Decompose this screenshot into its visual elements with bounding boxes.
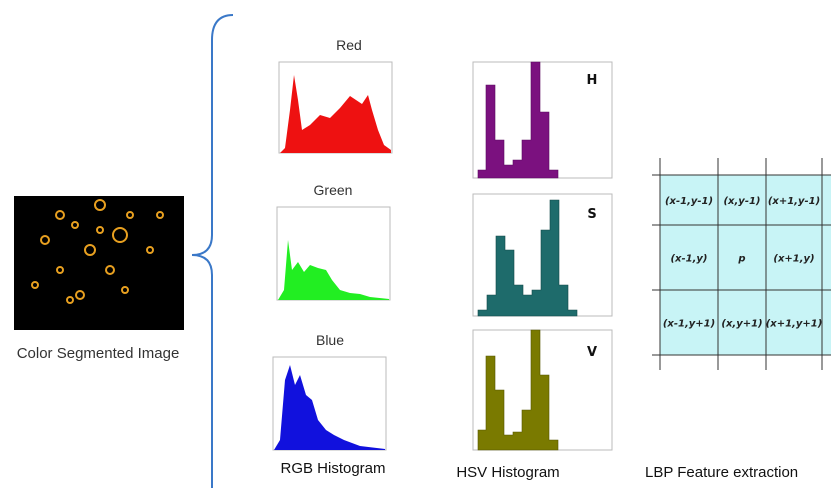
rgb-caption: RGB Histogram (280, 460, 385, 477)
lbp-cell: (x,y+1) (721, 319, 762, 330)
lbp-cell: (x-1,y+1) (663, 319, 715, 330)
lbp-cell: (x-1,y) (670, 254, 707, 265)
h-label: H (587, 73, 598, 88)
brace (192, 15, 233, 488)
s-label: S (587, 207, 596, 222)
lbp-cell: (x+1,y) (773, 254, 814, 265)
segmented-image (14, 196, 184, 330)
lbp-caption: LBP Feature extraction (645, 464, 798, 481)
lbp-cell: (x,y-1) (723, 196, 760, 207)
green-label: Green (314, 182, 353, 198)
red-label: Red (336, 37, 362, 53)
lbp-cell: p (737, 254, 745, 265)
lbp-cell: (x+1,y+1) (766, 319, 823, 330)
lbp-cell: (x+1,y-1) (768, 196, 820, 207)
v-label: V (587, 345, 597, 360)
lbp-cell: (x-1,y-1) (665, 196, 713, 207)
diagram: Color Segmented Image Red Green Blue RGB… (0, 0, 831, 488)
blue-label: Blue (316, 332, 344, 348)
image-label: Color Segmented Image (17, 345, 180, 362)
hsv-caption: HSV Histogram (456, 464, 559, 481)
